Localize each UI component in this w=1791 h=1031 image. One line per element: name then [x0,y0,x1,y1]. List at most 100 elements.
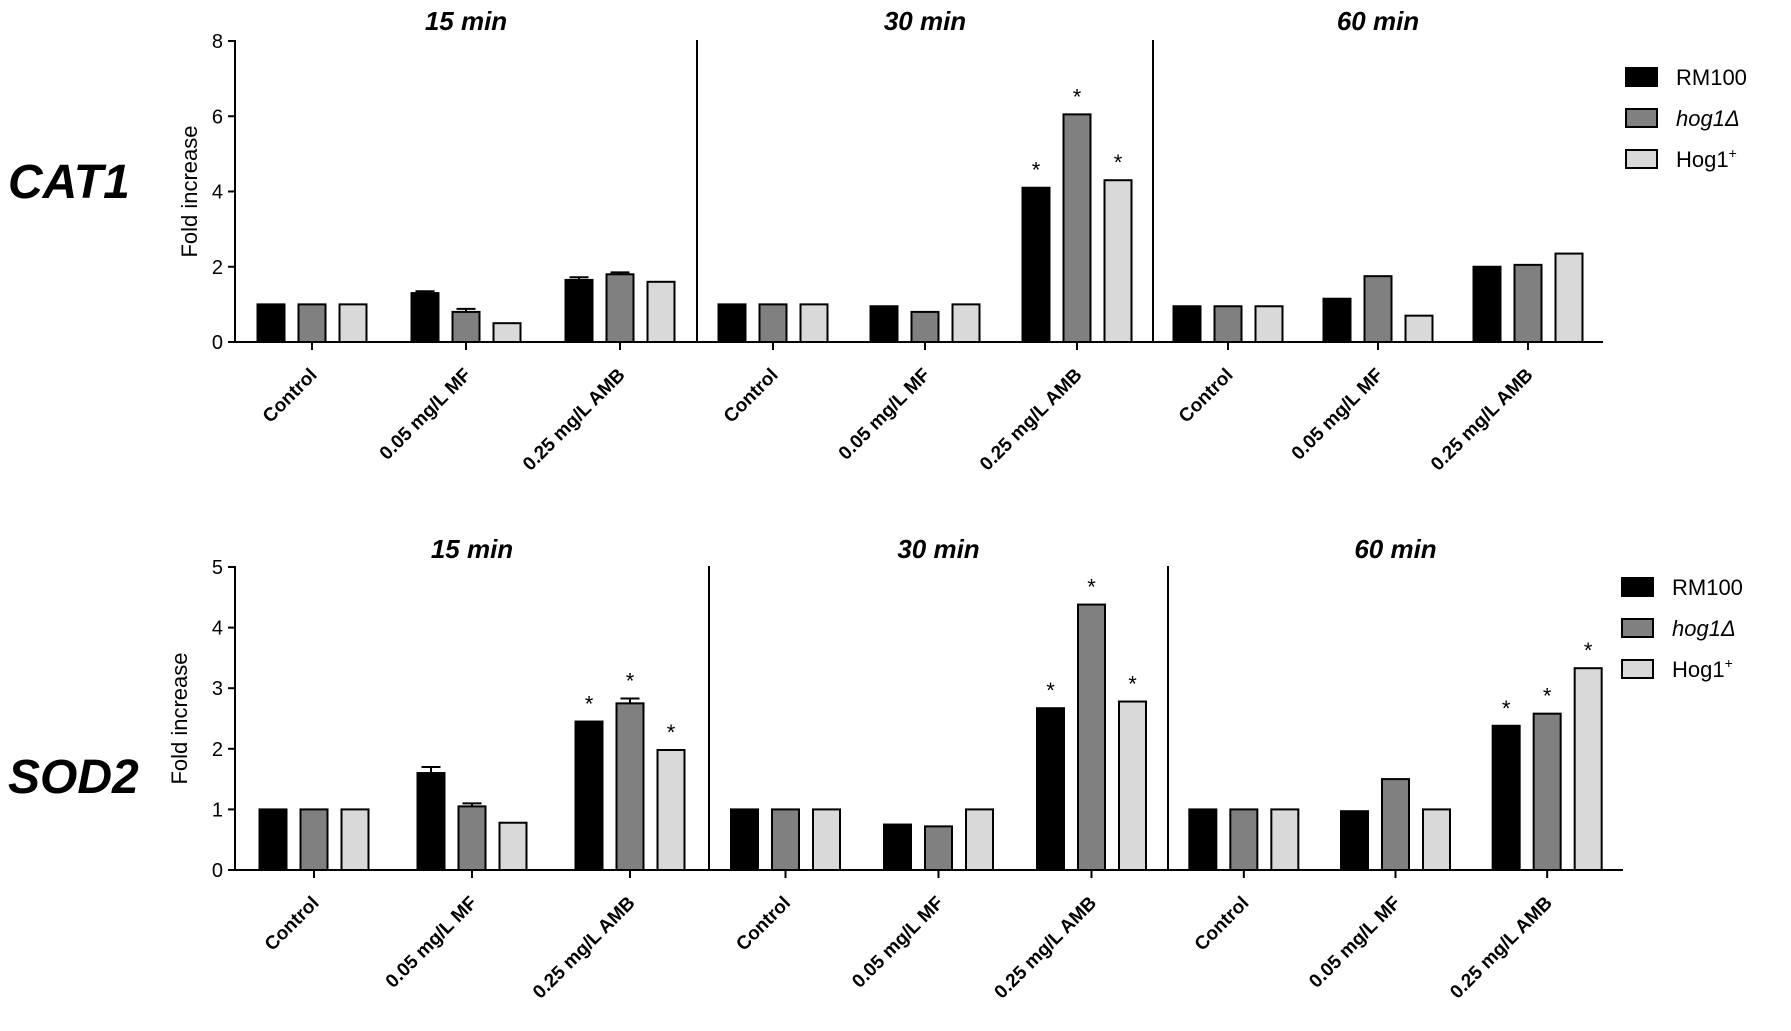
bar-rm100 [410,292,440,343]
bar-rm100 [1340,810,1369,872]
bar-rm100 [1021,186,1051,343]
significance-asterisk: * [1543,684,1552,709]
legend-label-superscript: + [1729,145,1737,161]
bar-hog1 [1404,314,1434,344]
category-label: Control [259,365,322,428]
significance-asterisk: * [1128,672,1137,697]
chart-sod2: SOD2 Fold increase 0 1 2 3 4 5 15 min Control 0.05… [8,534,1743,1003]
bar-hog1 [812,808,841,872]
category-label: Control [1191,893,1254,956]
bar-rm100 [1472,265,1502,343]
legend-swatch [1625,67,1658,87]
legend-label-text: hog1Δ [1672,616,1736,641]
category-label: 0.05 mg/L MF [1288,365,1388,465]
y-tick-label: 4 [212,618,223,640]
legend-label: RM100 [1672,575,1743,600]
bar-hog1 [1254,305,1284,344]
panel-30-min: 30 min Control 0.05 mg/L MF 0.25 mg/L AMB * *… [717,6,1133,475]
gene-label: CAT1 [8,156,130,209]
category-label: Control [1175,365,1238,428]
panel-title: 60 min [1354,534,1436,564]
bar-hog1 [910,310,940,343]
category-label: 0.05 mg/L MF [1305,893,1405,993]
y-tick-label: 0 [212,860,223,882]
y-tick-label: 6 [212,106,223,128]
bar-hog1 [951,303,981,343]
legend-swatch [1621,618,1654,638]
panel-title: 30 min [897,534,979,564]
significance-asterisk: * [626,669,635,694]
bar-hog1 [1381,778,1410,871]
bar-hog1 [758,303,788,343]
bar-hog1 [338,303,368,343]
category-label: 0.25 mg/L AMB [1427,365,1537,475]
bar-hog1 [605,273,635,343]
category-label: Control [261,893,324,956]
bar-hog1 [1422,808,1451,872]
bar-hog1 [965,808,994,872]
category-label: 0.25 mg/L AMB [1446,893,1556,1003]
legend-label: hog1Δ [1672,616,1736,641]
category-label: 0.25 mg/L AMB [991,893,1101,1003]
legend-label: hog1Δ [1676,106,1740,131]
category-label: 0.25 mg/L AMB [529,893,639,1003]
bar-rm100 [256,303,286,343]
bar-hog1 [1229,808,1259,872]
bar-hog1 [498,821,528,871]
legend-swatch [1625,108,1658,128]
y-tick-label: 0 [212,332,223,354]
bar-hog1 [340,808,370,872]
bar-hog1 [656,749,686,872]
y-tick-label: 2 [212,257,223,279]
legend: RM100 hog1Δ Hog1+ [1621,575,1743,682]
panel-title: 60 min [1337,6,1419,36]
y-tick-label: 5 [212,557,223,579]
bar-hog1 [299,808,329,872]
bar-hog1 [1118,700,1147,871]
significance-asterisk: * [1073,84,1082,109]
bar-hog1 [771,808,800,872]
bar-rm100 [1491,724,1521,871]
significance-asterisk: * [1502,696,1511,721]
y-tick-label: 1 [212,799,223,821]
bar-rm100 [730,808,759,872]
bar-rm100 [883,823,912,871]
bar-hog1 [1363,275,1393,343]
legend-label-text: hog1Δ [1676,106,1740,131]
significance-asterisk: * [1114,150,1123,175]
bar-hog1 [492,322,522,343]
bar-hog1 [1573,667,1603,872]
bar-hog1 [1103,179,1133,343]
legend-swatch [1621,659,1654,679]
y-tick-label: 4 [212,182,223,204]
category-label: 0.05 mg/L MF [382,893,482,993]
bar-hog1 [1062,113,1092,344]
panel-title: 15 min [431,534,513,564]
legend: RM100 hog1Δ Hog1+ [1625,65,1747,172]
panel-15-min: 15 min Control 0.05 mg/L MF 0.25 mg/L AMB * *… [258,534,686,1003]
y-axis-label: Fold increase [167,652,192,784]
category-label: 0.25 mg/L AMB [976,365,1086,475]
legend-label: Hog1+ [1676,145,1737,172]
significance-asterisk: * [585,692,594,717]
y-tick-label: 3 [212,678,223,700]
category-label: 0.05 mg/L MF [376,365,476,465]
bar-rm100 [1172,305,1202,344]
significance-asterisk: * [1584,638,1593,663]
bar-rm100 [869,305,899,344]
y-tick-label: 2 [212,739,223,761]
bar-hog1 [1554,252,1584,343]
bar-hog1 [799,303,829,343]
legend-label-text: RM100 [1676,65,1747,90]
bar-rm100 [416,772,446,871]
bar-hog1 [1077,603,1106,872]
significance-asterisk: * [1046,678,1055,703]
chart-cat1: CAT1 Fold increase 0 2 4 6 8 15 min Control 0.05 … [8,6,1747,475]
significance-asterisk: * [1087,575,1096,600]
significance-asterisk: * [667,720,676,745]
legend-label-text: Hog1 [1672,657,1725,682]
panel-15-min: 15 min Control 0.05 mg/L MF 0.25 mg/L AMB [256,6,676,475]
bar-rm100 [574,720,604,872]
bar-hog1 [1213,305,1243,344]
